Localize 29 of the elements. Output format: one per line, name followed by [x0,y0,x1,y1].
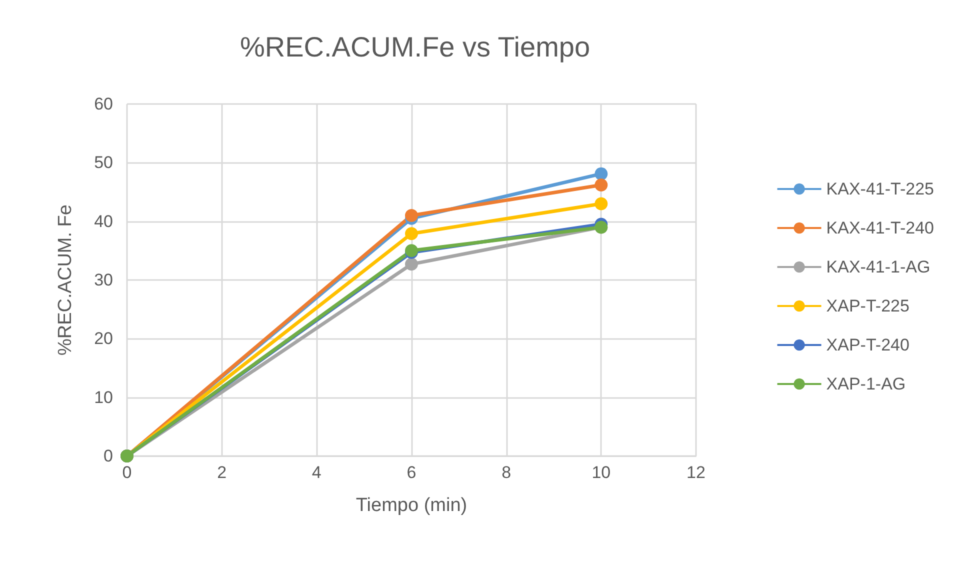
chart-title: %REC.ACUM.Fe vs Tiempo [240,32,590,62]
point [594,178,608,192]
y-tick-label: 30 [94,270,113,290]
x-tick-label: 4 [312,463,322,482]
y-tick-label: 50 [94,153,113,172]
x-tick-label: 6 [406,463,416,482]
x-tick-label: 12 [686,463,706,482]
y-tick-label: 60 [94,94,113,114]
y-axis-title: %REC.ACUM. Fe [55,204,76,356]
point [405,227,418,240]
y-tick-label: 0 [104,446,113,466]
x-tick-label: 0 [122,463,132,482]
legend-label: XAP-1-AG [826,374,906,394]
y-tick-label: 10 [94,388,113,407]
point [405,258,418,271]
x-tick-label: 8 [502,463,512,482]
legend-label: XAP-T-225 [826,296,910,316]
point [594,167,608,180]
legend-label: KAX-41-T-240 [826,218,934,238]
x-tick-label: 2 [217,463,227,482]
legend-label: XAP-T-240 [826,336,910,354]
point [405,208,418,222]
legend-label: KAX-41-T-225 [826,180,934,198]
x-tick-label: 10 [592,463,611,482]
point [594,197,608,210]
y-tick-label: 40 [94,212,113,231]
x-axis-title: Tiempo (min) [356,495,468,516]
y-tick-label: 20 [94,329,113,348]
legend-label: KAX-41-1-AG [826,258,930,276]
